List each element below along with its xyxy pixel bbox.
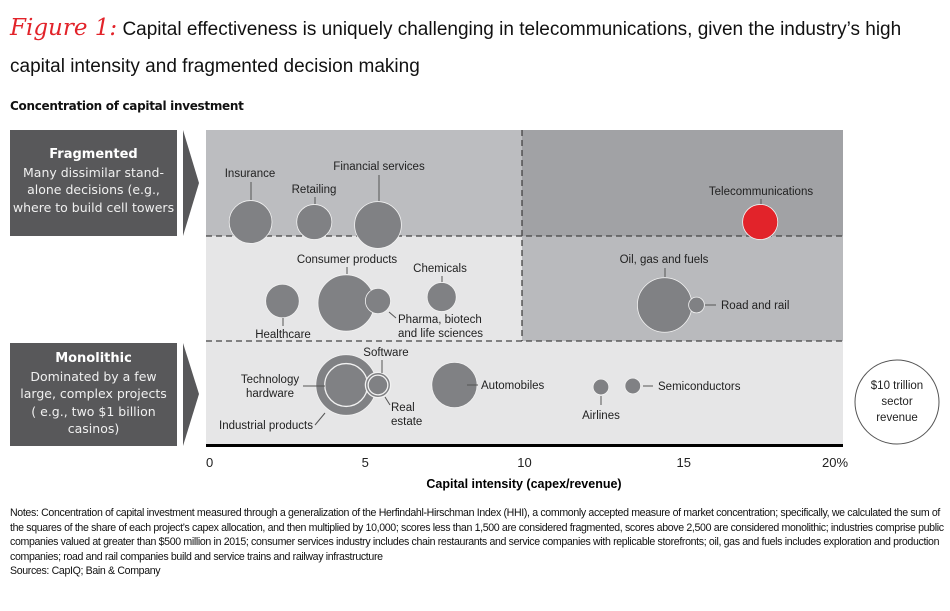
leader-line — [314, 412, 326, 426]
bubble-label-financial-services: Financial services — [333, 161, 425, 173]
band-monolithic: Monolithic Dominated by a few large, com… — [10, 343, 177, 446]
bubble-label-pharma-biotech-and-life-sciences: Pharma, biotech and life sciences — [398, 314, 483, 340]
bubble-label-consumer-products: Consumer products — [297, 254, 398, 266]
bubble-technology-hardware-mark — [324, 362, 369, 408]
figure-title-text: Capital effectiveness is uniquely challe… — [10, 19, 902, 77]
bubble-label-automobiles: Automobiles — [481, 380, 545, 392]
leader-line — [388, 311, 397, 319]
x-tick-label: 5 — [362, 455, 369, 470]
bubble-technology-hardware: Technology hardware — [241, 362, 369, 408]
bubble-road-and-rail: Road and rail — [688, 296, 789, 314]
bubble-label-technology-hardware: Technology hardware — [241, 374, 299, 400]
bubble-label-software: Software — [363, 347, 408, 359]
bubble-consumer-products: Consumer products — [297, 254, 398, 332]
bubble-retailing: Retailing — [292, 184, 337, 240]
bubble-label-airlines: Airlines — [582, 410, 620, 422]
notes: Notes: Concentration of capital investme… — [10, 506, 945, 579]
bubble-real-estate: Real estate — [367, 374, 422, 428]
bubble-label-chemicals: Chemicals — [413, 263, 467, 275]
x-tick-label: 10 — [517, 455, 531, 470]
band-monolithic-text: Dominated by a few large, complex projec… — [20, 368, 167, 437]
x-axis-line — [206, 444, 843, 447]
bubble-chemicals: Chemicals — [413, 263, 467, 312]
bubble-healthcare: Healthcare — [255, 283, 311, 341]
bubble-label-retailing: Retailing — [292, 184, 337, 196]
band-fragmented-text: Many dissimilar stand-alone decisions (e… — [12, 164, 175, 215]
bubble-label-real-estate: Real estate — [391, 402, 422, 428]
bubble-retailing-mark — [296, 204, 333, 240]
fragmented-arrow-icon — [183, 130, 199, 236]
bubble-financial-services-mark — [354, 201, 402, 249]
bubble-real-estate-mark — [367, 374, 389, 396]
sources-text: Sources: CapIQ; Bain & Company — [10, 565, 161, 578]
bubble-airlines: Airlines — [582, 378, 620, 422]
bubble-road-and-rail-mark — [688, 296, 705, 314]
monolithic-arrow-icon — [183, 343, 199, 446]
size-legend-label: $10 trillion sector revenue — [871, 380, 923, 424]
bubble-chemicals-mark — [426, 282, 457, 312]
bubble-label-semiconductors: Semiconductors — [658, 381, 741, 393]
bubble-oil-gas-and-fuels-mark — [637, 277, 693, 333]
region-monolithic — [206, 341, 843, 444]
bubble-label-insurance: Insurance — [225, 168, 276, 180]
bubble-oil-gas-and-fuels: Oil, gas and fuels — [620, 254, 709, 333]
bubble-label-road-and-rail: Road and rail — [721, 300, 789, 312]
band-fragmented: Fragmented Many dissimilar stand-alone d… — [10, 130, 177, 236]
leader-line — [384, 396, 391, 406]
x-tick-label: 15 — [677, 455, 691, 470]
bubble-insurance: Insurance — [225, 168, 276, 244]
figure-label: Figure 1: — [10, 15, 118, 41]
size-legend-circle — [854, 359, 940, 445]
bubble-financial-services: Financial services — [333, 161, 425, 249]
x-tick-label: 20% — [822, 455, 848, 470]
bubble-telecommunications-mark — [742, 204, 779, 240]
bubble-insurance-mark — [228, 200, 273, 244]
band-monolithic-title: Monolithic — [55, 351, 132, 366]
bubble-healthcare-mark — [265, 283, 300, 319]
bubble-semiconductors-mark — [624, 377, 642, 395]
notes-text: Notes: Concentration of capital investme… — [10, 507, 944, 563]
x-tick-label: 0 — [206, 455, 213, 470]
band-fragmented-title: Fragmented — [49, 147, 138, 162]
bubble-pharma-biotech-and-life-sciences-mark — [364, 287, 391, 314]
bubble-label-telecommunications: Telecommunications — [709, 186, 813, 198]
bubble-label-healthcare: Healthcare — [255, 329, 311, 341]
bubble-label-industrial-products: Industrial products — [219, 420, 313, 432]
bubble-label-oil-gas-and-fuels: Oil, gas and fuels — [620, 254, 709, 266]
bubble-automobiles: Automobiles — [431, 361, 545, 409]
bubble-pharma-biotech-and-life-sciences: Pharma, biotech and life sciences — [364, 287, 483, 340]
y-axis-label: Concentration of capital investment — [10, 99, 244, 113]
bubble-telecommunications: Telecommunications — [709, 186, 813, 240]
figure-title: Figure 1: Capital effectiveness is uniqu… — [10, 10, 945, 85]
bubble-semiconductors: Semiconductors — [624, 377, 741, 395]
bubble-airlines-mark — [592, 378, 610, 396]
region-fragmented-high — [522, 130, 843, 236]
x-axis-label: Capital intensity (capex/revenue) — [426, 477, 621, 491]
